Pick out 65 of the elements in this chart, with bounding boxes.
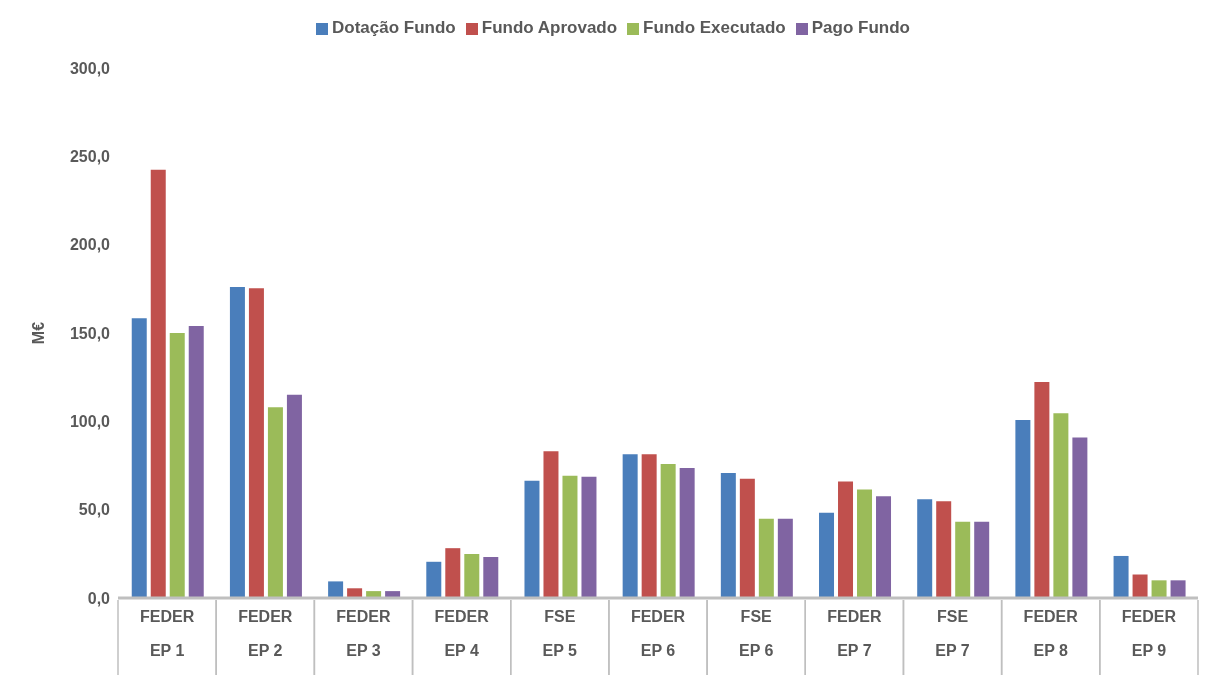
bar [974,521,990,598]
bar [562,475,578,598]
bar [445,548,461,598]
y-tick-label: 300,0 [69,59,111,77]
bar [347,588,363,598]
bar [777,518,793,598]
bar [1132,574,1148,598]
bar [917,499,933,598]
bar [169,333,185,598]
bar [267,407,283,598]
x-tick-label: FSE EP 6 [738,608,774,659]
bar [819,512,835,598]
bar [660,464,676,598]
y-tick-label: 150,0 [69,324,111,342]
bar [641,454,657,598]
x-tick-label: FEDER EP 8 [1023,608,1079,659]
x-tick-label: FEDER EP 2 [238,608,293,659]
bar [581,476,597,598]
bar [838,481,854,598]
bar [229,287,245,598]
bar [248,288,264,598]
bar [1034,381,1050,598]
bar [739,478,755,598]
legend-label: Pago Fundo [811,18,910,37]
y-tick-label: 50,0 [78,501,111,519]
bar [464,554,480,598]
x-tick-label: FEDER EP 3 [336,608,392,659]
bar [1151,580,1167,598]
bar [1072,437,1088,598]
bar [1053,413,1069,598]
bar [286,394,302,598]
y-tick-label: 200,0 [69,236,111,254]
x-tick-label: FEDER EP 1 [139,608,195,659]
bar [622,454,638,598]
bar [936,501,952,598]
bar [150,169,166,598]
y-tick-label: 250,0 [69,148,111,166]
bar [1170,580,1186,598]
y-tick-label: 100,0 [69,413,111,431]
bar [328,581,344,598]
bar [955,521,971,598]
bar [543,451,559,598]
x-tick-label: FEDER EP 7 [827,608,882,659]
bar [679,467,695,598]
x-tick-label: FEDER EP 6 [630,608,686,659]
bar [758,518,774,598]
bar [720,472,736,598]
x-tick-label: FEDER EP 4 [434,608,490,659]
x-tick-label: FSE EP 7 [935,608,970,659]
bar [524,480,540,598]
y-tick-label: 0,0 [87,589,111,607]
bar [483,557,499,598]
x-tick-label: FSE EP 5 [542,608,578,659]
legend-label: Fundo Executado [643,18,786,37]
bar [1015,420,1031,598]
bar [876,496,892,598]
legend-label: Dotação Fundo [332,18,456,37]
bar [857,489,873,598]
bar [1113,555,1129,598]
y-axis-title: M€ [29,321,47,345]
bar [131,318,147,598]
bar [426,561,442,598]
x-tick-label: FEDER EP 9 [1121,608,1177,659]
legend-label: Fundo Aprovado [481,18,618,37]
bar [188,326,204,598]
